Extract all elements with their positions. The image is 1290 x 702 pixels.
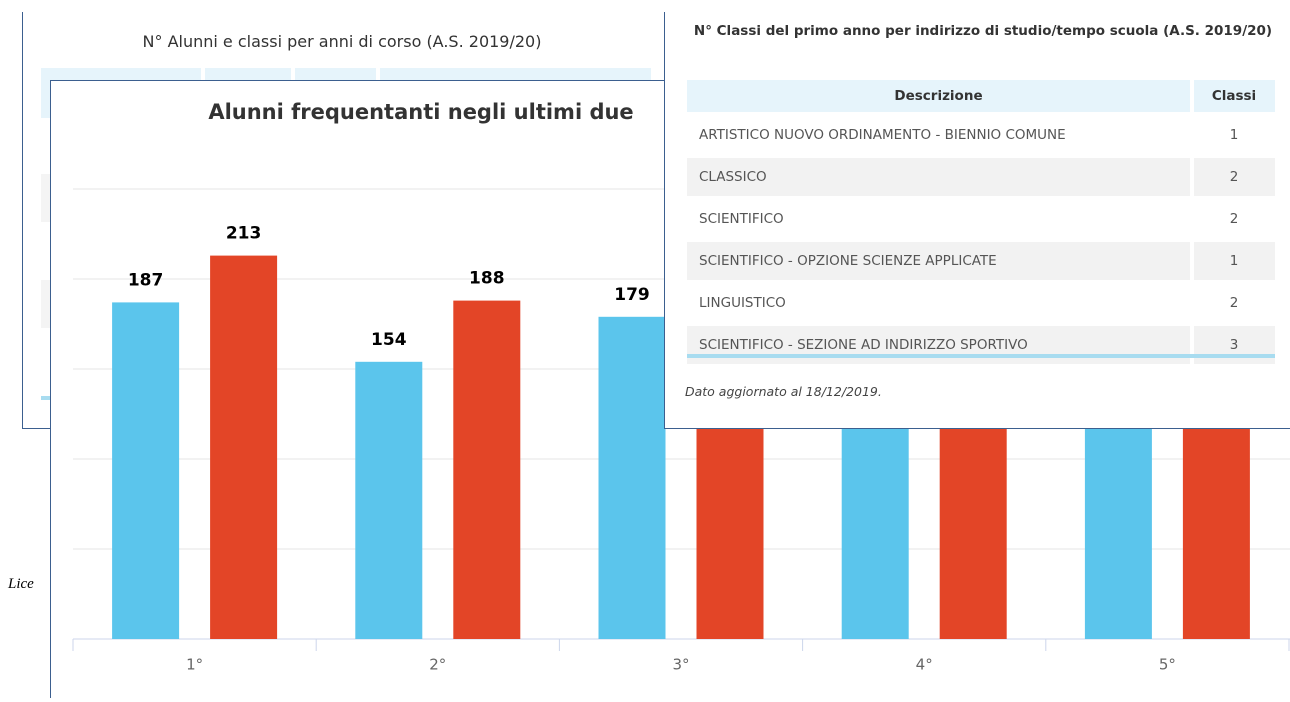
- column-header: Classi: [1190, 80, 1275, 112]
- table-row: CLASSICO 2: [687, 158, 1275, 196]
- bar: [453, 300, 521, 639]
- footer-note: Dato aggiornato al 18/12/2019.: [685, 384, 882, 399]
- x-tick-label: 4°: [916, 656, 933, 674]
- table-cell: 1: [1190, 242, 1275, 280]
- x-tick-label: 1°: [186, 656, 203, 674]
- table-panel: N° Classi del primo anno per indirizzo d…: [664, 12, 1290, 429]
- bar-obscured: [696, 421, 764, 639]
- table-row: SCIENTIFICO 2: [687, 200, 1275, 238]
- bar-obscured: [1182, 421, 1250, 639]
- table-cell: 2: [1190, 200, 1275, 238]
- chart: Alunni frequentanti negli ultimi due 1° 1…: [72, 100, 1290, 674]
- column-header: Descrizione: [687, 80, 1190, 112]
- bar: [112, 302, 180, 639]
- data-label: 213: [226, 224, 262, 244]
- table-cell: LINGUISTICO: [699, 295, 786, 311]
- bar: [210, 255, 278, 639]
- table-row: SCIENTIFICO - OPZIONE SCIENZE APPLICATE 1: [687, 242, 1275, 280]
- table-row: SCIENTIFICO - SEZIONE AD INDIRIZZO SPORT…: [687, 326, 1275, 364]
- table-bottom: [687, 354, 1275, 358]
- table-cell: 3: [1190, 326, 1275, 364]
- data-label: 188: [469, 269, 505, 289]
- table-cell: SCIENTIFICO: [699, 211, 784, 227]
- table-cell: CLASSICO: [687, 158, 1190, 196]
- chart-title: Alunni frequentanti negli ultimi due: [208, 100, 633, 124]
- table-row: ARTISTICO NUOVO ORDINAMENTO - BIENNIO CO…: [687, 116, 1275, 154]
- table-cell: ARTISTICO NUOVO ORDINAMENTO - BIENNIO CO…: [699, 127, 1066, 143]
- bar-obscured: [1084, 421, 1152, 639]
- x-tick-label: 2°: [429, 656, 446, 674]
- bar: [598, 316, 666, 639]
- table-cell: 1: [1190, 116, 1275, 154]
- x-tick-label: 5°: [1159, 656, 1176, 674]
- side-text: Lice: [8, 576, 34, 592]
- table-cell: SCIENTIFICO - SEZIONE AD INDIRIZZO SPORT…: [687, 326, 1190, 364]
- data-label: 179: [614, 285, 650, 305]
- table-row: LINGUISTICO 2: [687, 284, 1275, 322]
- bar-obscured: [841, 421, 909, 639]
- table-cell: 2: [1190, 158, 1275, 196]
- table-cell: SCIENTIFICO - OPZIONE SCIENZE APPLICATE: [687, 242, 1190, 280]
- panel-title: N° Alunni e classi per anni di corso (A.…: [142, 32, 542, 51]
- x-tick-label: 3°: [672, 656, 689, 674]
- bar-obscured: [939, 421, 1007, 639]
- data-label: 154: [371, 330, 407, 350]
- table-cell: 2: [1190, 284, 1275, 322]
- table: Descrizione Classi ARTISTICO NUOVO ORDINAM…: [687, 76, 1275, 368]
- bar: [355, 361, 423, 639]
- panel-title: N° Classi del primo anno per indirizzo d…: [693, 23, 1273, 39]
- data-label: 187: [128, 270, 164, 290]
